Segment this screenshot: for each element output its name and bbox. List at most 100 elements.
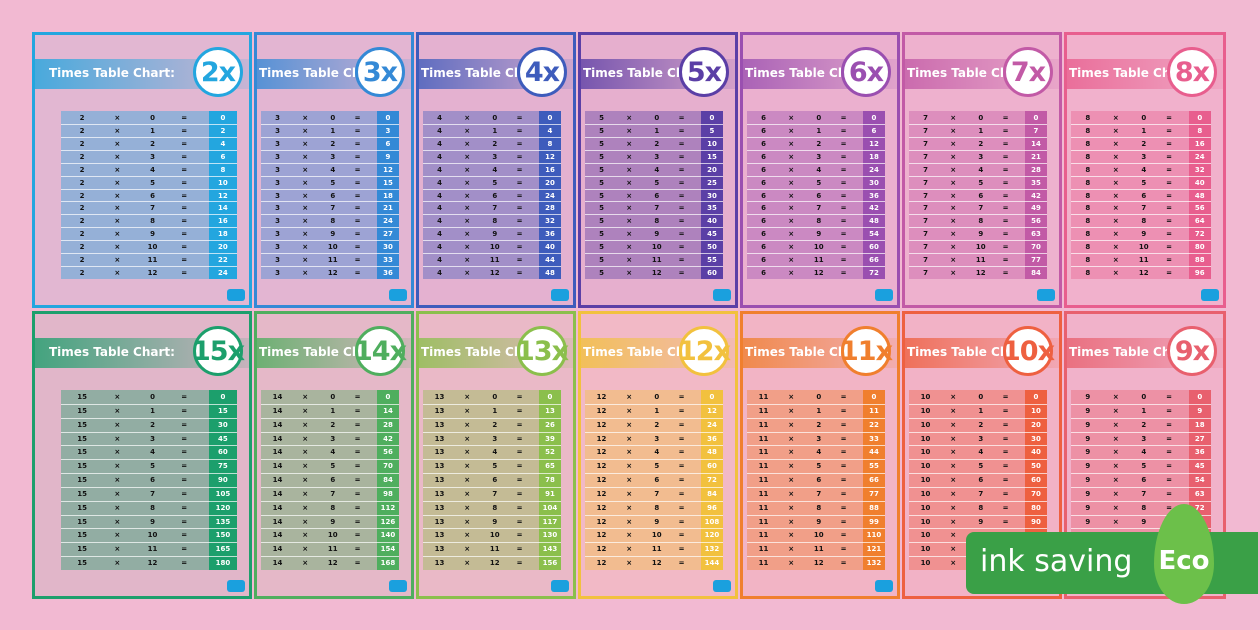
cell: × [950,531,957,540]
cell: 5 [150,462,155,471]
cell: × [1112,448,1119,457]
cell: 4 [437,152,442,161]
times-table-card: Times Table Chart: 8x 8 × 0 = 0 8 × 1 = 8 8 × 2 = 16 8 × 3 =… [1064,32,1226,308]
cell: 5 [492,178,498,187]
row-line [61,162,237,164]
row-line [747,188,885,190]
product: 14 [218,204,228,213]
product: 36 [707,434,717,443]
row-line [747,123,885,125]
cell: × [788,406,795,415]
table: 4 × 0 = 0 4 × 1 = 4 4 × 2 = 8 4 × 3 = 12 4 × 4 = 16 4 × 5 = 20 4 × 6 = 24 4… [423,111,561,279]
cell: 11 [147,256,158,265]
cell: × [302,126,309,135]
row-line [61,500,237,502]
cell: × [950,217,957,226]
cell: = [516,503,523,512]
multiplier-badge: 9x [1167,326,1217,376]
product: 48 [869,217,879,226]
cell: × [626,191,633,200]
cell: 4 [437,243,442,252]
cell: 12 [596,476,607,485]
product: 60 [218,448,228,457]
times-table-card: Times Table Chart: 15x 15 × 0 = 0 15 × 1 = 15 15 × 2 = 3… [32,311,252,599]
row-line [261,253,399,255]
cell: 11 [1138,256,1149,265]
cell: × [1112,517,1119,526]
cell: 10 [489,531,500,540]
cell: × [626,434,633,443]
cell: 7 [654,204,660,213]
cell: = [1002,517,1009,526]
cell: 15 [77,406,87,415]
cell: × [626,406,633,415]
cell: = [181,178,188,187]
cell: × [788,165,795,174]
cell: 3 [275,230,280,239]
cell: 6 [761,217,766,226]
cell: × [114,139,121,148]
cell: × [464,545,471,554]
cell: = [840,152,847,161]
cell: 3 [654,434,660,443]
cell: × [1112,152,1119,161]
cell: = [678,531,685,540]
cell: 8 [1085,256,1091,265]
cell: × [950,139,957,148]
cell: × [1112,406,1119,415]
cell: 3 [1141,434,1147,443]
product: 0 [1197,393,1203,401]
product: 4 [547,126,553,135]
cell: × [626,531,633,540]
product: 22 [218,256,228,265]
cell: 8 [1085,217,1091,226]
cell: = [678,191,685,200]
cell: 4 [150,165,155,174]
result-column [700,111,723,279]
cell: 1 [1141,406,1147,415]
cell: 11 [327,256,338,265]
product: 18 [1194,420,1205,429]
cell: = [1002,126,1009,135]
eco-badge: ink saving Eco [966,504,1258,604]
product: 78 [545,476,555,485]
cell: = [678,126,685,135]
row-line [1071,149,1211,151]
cell: = [354,256,361,265]
card-title: Times Table Chart: [745,66,871,80]
product: 4 [220,139,226,148]
cell: × [1112,178,1119,187]
cell: = [181,230,188,239]
row-line [423,528,561,530]
row-line [261,188,399,190]
product: 0 [871,114,877,122]
row-line [585,201,723,203]
cell: 4 [437,126,442,135]
cell: 8 [1141,217,1147,226]
cell: = [678,152,685,161]
cell: × [788,230,795,239]
cell: 4 [437,191,442,200]
product: 130 [542,531,558,540]
row-line [1071,240,1211,242]
product: 48 [707,448,717,457]
table: 15 × 0 = 0 15 × 1 = 15 15 × 2 = 30 15 × 3 = 45 15 × 4 = 60 15 × 5 = 7… [61,390,237,570]
product: 180 [215,559,231,568]
cell: 12 [327,269,338,278]
cell: × [950,489,957,498]
row-line [61,417,237,419]
cell: = [516,476,523,485]
cell: = [516,406,523,415]
row-line [1071,123,1211,125]
cell: = [678,434,685,443]
cell: 3 [978,152,984,161]
row-line [261,136,399,138]
cell: 15 [77,489,87,498]
cell: × [626,217,633,226]
row-line [585,149,723,151]
cell: 9 [1085,503,1091,512]
cell: 12 [596,462,607,471]
product: 154 [380,545,396,554]
cell: = [1002,503,1009,512]
row-line [585,473,723,475]
